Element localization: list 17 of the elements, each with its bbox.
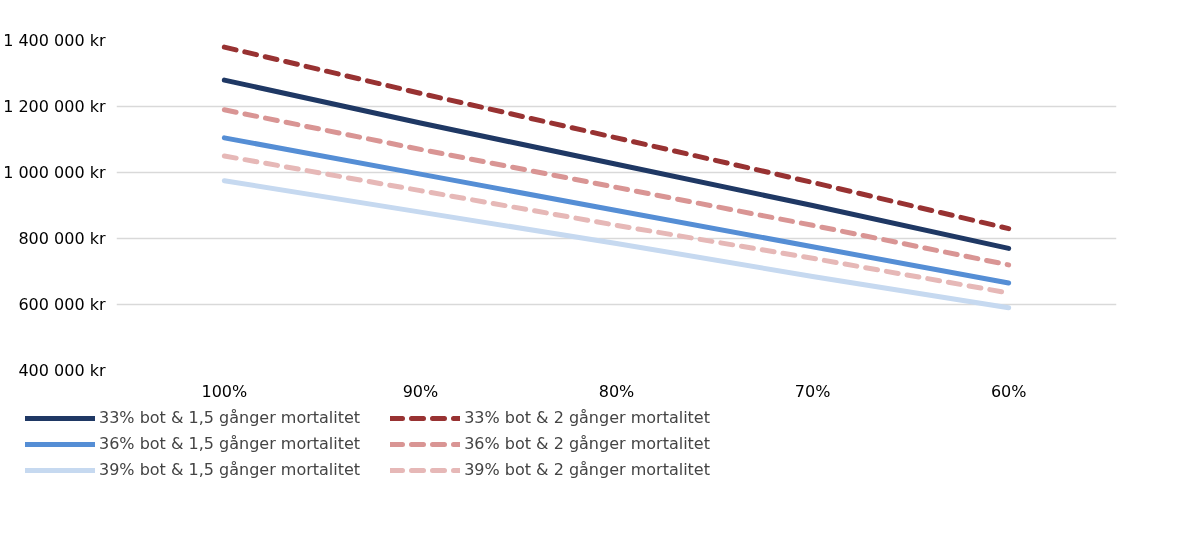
legend-label: 33% bot & 2 gånger mortalitet (464, 408, 710, 427)
y-tick-label: 400 000 kr (18, 361, 106, 380)
legend-label: 33% bot & 1,5 gånger mortalitet (99, 408, 361, 427)
y-tick-label: 1 400 000 kr (3, 31, 106, 50)
legend-label: 39% bot & 1,5 gånger mortalitet (99, 460, 361, 479)
legend-label: 36% bot & 1,5 gånger mortalitet (99, 434, 361, 453)
y-tick-label: 800 000 kr (18, 229, 106, 248)
legend-label: 39% bot & 2 gånger mortalitet (464, 460, 710, 479)
y-tick-label: 1 000 000 kr (3, 163, 106, 182)
y-tick-label: 600 000 kr (18, 295, 106, 314)
x-tick-label: 100% (201, 381, 248, 401)
x-tick-label: 90% (402, 381, 439, 401)
legend-label: 36% bot & 2 gånger mortalitet (464, 434, 710, 453)
y-tick-label: 1 200 000 kr (3, 97, 106, 116)
x-tick-label: 60% (990, 381, 1027, 401)
x-tick-label: 70% (794, 381, 831, 401)
x-tick-label: 80% (598, 381, 635, 401)
